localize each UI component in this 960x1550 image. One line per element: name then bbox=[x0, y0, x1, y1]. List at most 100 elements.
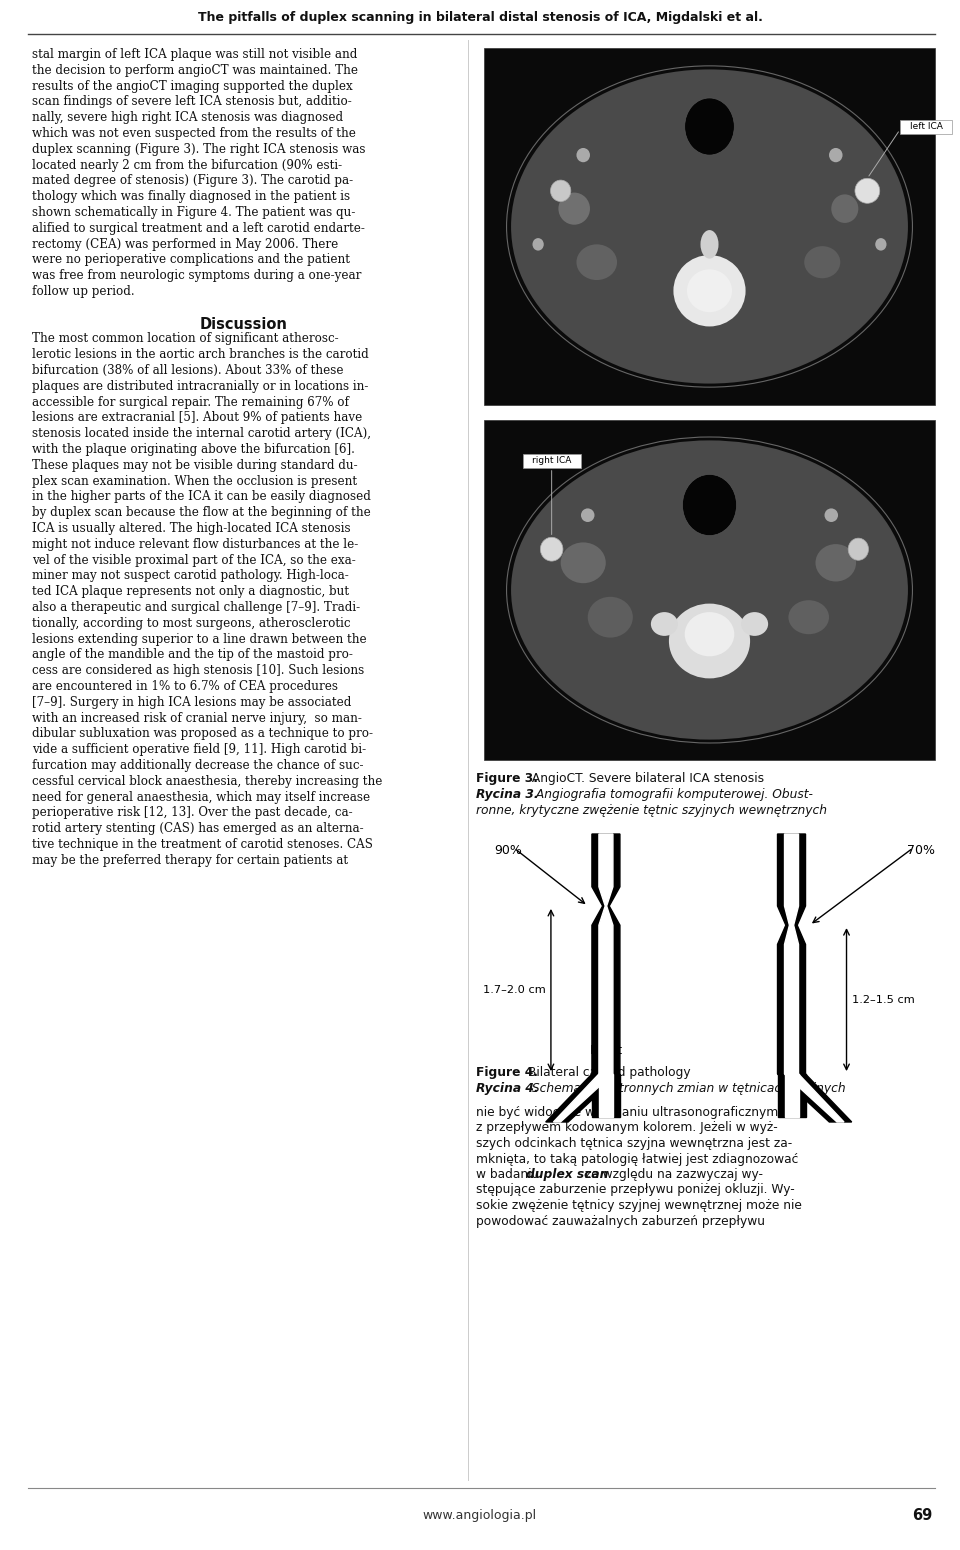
Text: accessible for surgical repair. The remaining 67% of: accessible for surgical repair. The rema… bbox=[32, 395, 349, 409]
Polygon shape bbox=[784, 834, 799, 1074]
Text: Discussion: Discussion bbox=[200, 316, 288, 332]
Text: left ICA: left ICA bbox=[909, 122, 943, 132]
Text: were no perioperative complications and the patient: were no perioperative complications and … bbox=[32, 253, 350, 267]
Ellipse shape bbox=[550, 180, 571, 202]
Ellipse shape bbox=[849, 538, 869, 560]
Bar bbox=[522, 454, 581, 468]
Text: Figure 3.: Figure 3. bbox=[476, 772, 538, 784]
Ellipse shape bbox=[804, 246, 840, 279]
Text: may be the preferred therapy for certain patients at: may be the preferred therapy for certain… bbox=[32, 854, 348, 866]
Text: stępujące zaburzenie przepływu poniżej okluzji. Wy-: stępujące zaburzenie przepływu poniżej o… bbox=[476, 1184, 795, 1197]
Text: miner may not suspect carotid pathology. High-loca-: miner may not suspect carotid pathology.… bbox=[32, 569, 348, 583]
Ellipse shape bbox=[855, 178, 879, 203]
Bar bbox=[900, 119, 952, 133]
Ellipse shape bbox=[831, 194, 858, 223]
Text: nie być widoczne w badaniu ultrasonograficznym: nie być widoczne w badaniu ultrasonograf… bbox=[476, 1107, 779, 1119]
Ellipse shape bbox=[687, 270, 732, 312]
Ellipse shape bbox=[741, 612, 768, 635]
Text: The most common location of significant atherosc-: The most common location of significant … bbox=[32, 332, 339, 346]
Ellipse shape bbox=[581, 508, 594, 522]
Text: szych odcinkach tętnica szyjna wewnętrzna jest za-: szych odcinkach tętnica szyjna wewnętrzn… bbox=[476, 1138, 792, 1150]
Text: 70%: 70% bbox=[907, 845, 935, 857]
Text: nally, severe high right ICA stenosis was diagnosed: nally, severe high right ICA stenosis wa… bbox=[32, 112, 343, 124]
Text: Bilateral carotid pathology: Bilateral carotid pathology bbox=[524, 1066, 690, 1079]
Text: Angiografia tomografii komputerowej. Obust-: Angiografia tomografii komputerowej. Obu… bbox=[532, 787, 813, 801]
Text: might not induce relevant flow disturbances at the le-: might not induce relevant flow disturban… bbox=[32, 538, 358, 550]
Text: scan findings of severe left ICA stenosis but, additio-: scan findings of severe left ICA stenosi… bbox=[32, 96, 351, 108]
Text: The pitfalls of duplex scanning in bilateral distal stenosis of ICA, Migdalski e: The pitfalls of duplex scanning in bilat… bbox=[198, 11, 762, 23]
Ellipse shape bbox=[825, 508, 838, 522]
Text: was free from neurologic symptoms during a one-year: was free from neurologic symptoms during… bbox=[32, 270, 361, 282]
Polygon shape bbox=[592, 1074, 620, 1118]
Text: ronne, krytyczne zwężenie tętnic szyjnych wewnętrznych: ronne, krytyczne zwężenie tętnic szyjnyc… bbox=[476, 804, 827, 817]
Text: tionally, according to most surgeons, atherosclerotic: tionally, according to most surgeons, at… bbox=[32, 617, 350, 629]
Text: 69: 69 bbox=[912, 1508, 932, 1522]
Ellipse shape bbox=[788, 600, 829, 634]
Text: Left: Left bbox=[780, 1045, 804, 1057]
Polygon shape bbox=[784, 1074, 844, 1122]
Text: powodować zauważalnych zaburzeń przepływu: powodować zauważalnych zaburzeń przepływ… bbox=[476, 1215, 765, 1228]
Text: Right: Right bbox=[589, 1045, 622, 1057]
Text: perioperative risk [12, 13]. Over the past decade, ca-: perioperative risk [12, 13]. Over the pa… bbox=[32, 806, 352, 820]
Text: located nearly 2 cm from the bifurcation (90% esti-: located nearly 2 cm from the bifurcation… bbox=[32, 158, 342, 172]
Ellipse shape bbox=[701, 229, 718, 259]
Ellipse shape bbox=[829, 147, 843, 163]
Text: mated degree of stenosis) (Figure 3). The carotid pa-: mated degree of stenosis) (Figure 3). Th… bbox=[32, 175, 353, 188]
Text: [7–9]. Surgery in high ICA lesions may be associated: [7–9]. Surgery in high ICA lesions may b… bbox=[32, 696, 351, 708]
Text: These plaques may not be visible during standard du-: These plaques may not be visible during … bbox=[32, 459, 358, 471]
Text: are encountered in 1% to 6.7% of CEA procedures: are encountered in 1% to 6.7% of CEA pro… bbox=[32, 680, 338, 693]
Text: mknięta, to taką patologię łatwiej jest zdiagnozować: mknięta, to taką patologię łatwiej jest … bbox=[476, 1153, 799, 1166]
Ellipse shape bbox=[673, 256, 746, 327]
Ellipse shape bbox=[651, 612, 678, 635]
Bar bbox=[484, 48, 935, 405]
Bar bbox=[484, 420, 935, 760]
Text: vide a sufficient operative field [9, 11]. High carotid bi-: vide a sufficient operative field [9, 11… bbox=[32, 742, 366, 756]
Text: in the higher parts of the ICA it can be easily diagnosed: in the higher parts of the ICA it can be… bbox=[32, 490, 371, 504]
Polygon shape bbox=[553, 1074, 612, 1122]
Text: with the plaque originating above the bifurcation [6].: with the plaque originating above the bi… bbox=[32, 443, 355, 456]
Text: alified to surgical treatment and a left carotid endarte-: alified to surgical treatment and a left… bbox=[32, 222, 365, 234]
Text: the decision to perform angioCT was maintained. The: the decision to perform angioCT was main… bbox=[32, 64, 358, 78]
Ellipse shape bbox=[876, 239, 886, 251]
Text: thology which was finally diagnosed in the patient is: thology which was finally diagnosed in t… bbox=[32, 191, 350, 203]
Ellipse shape bbox=[511, 440, 908, 739]
Text: sokie zwężenie tętnicy szyjnej wewnętrznej może nie: sokie zwężenie tętnicy szyjnej wewnętrzn… bbox=[476, 1200, 802, 1212]
Ellipse shape bbox=[540, 538, 563, 561]
Text: www.angiologia.pl: www.angiologia.pl bbox=[423, 1508, 537, 1522]
Text: which was not even suspected from the results of the: which was not even suspected from the re… bbox=[32, 127, 356, 140]
Ellipse shape bbox=[683, 474, 736, 536]
Text: lesions extending superior to a line drawn between the: lesions extending superior to a line dra… bbox=[32, 632, 367, 646]
Text: 1.7–2.0 cm: 1.7–2.0 cm bbox=[483, 984, 546, 995]
Text: stal margin of left ICA plaque was still not visible and: stal margin of left ICA plaque was still… bbox=[32, 48, 357, 60]
Text: lesions are extracranial [5]. About 9% of patients have: lesions are extracranial [5]. About 9% o… bbox=[32, 411, 362, 425]
Ellipse shape bbox=[533, 239, 543, 251]
Ellipse shape bbox=[588, 597, 633, 637]
Text: vel of the visible proximal part of the ICA, so the exa-: vel of the visible proximal part of the … bbox=[32, 553, 356, 567]
Text: cessful cervical block anaesthesia, thereby increasing the: cessful cervical block anaesthesia, ther… bbox=[32, 775, 382, 787]
Text: lerotic lesions in the aortic arch branches is the carotid: lerotic lesions in the aortic arch branc… bbox=[32, 349, 369, 361]
Text: with an increased risk of cranial nerve injury,  so man-: with an increased risk of cranial nerve … bbox=[32, 711, 362, 724]
Text: Rycina 4.: Rycina 4. bbox=[476, 1082, 539, 1094]
Text: angle of the mandible and the tip of the mastoid pro-: angle of the mandible and the tip of the… bbox=[32, 648, 353, 662]
Ellipse shape bbox=[559, 192, 590, 225]
Polygon shape bbox=[778, 1074, 805, 1118]
Polygon shape bbox=[784, 1074, 799, 1118]
Ellipse shape bbox=[815, 544, 856, 581]
Text: shown schematically in Figure 4. The patient was qu-: shown schematically in Figure 4. The pat… bbox=[32, 206, 355, 219]
Polygon shape bbox=[592, 834, 620, 1074]
Text: by duplex scan because the flow at the beginning of the: by duplex scan because the flow at the b… bbox=[32, 507, 371, 519]
Text: 90%: 90% bbox=[494, 845, 522, 857]
Polygon shape bbox=[545, 1074, 620, 1122]
Ellipse shape bbox=[669, 603, 750, 679]
Text: Schemat obustronnych zmian w tętnicach szyjnych: Schemat obustronnych zmian w tętnicach s… bbox=[528, 1082, 846, 1094]
Text: AngioCT. Severe bilateral ICA stenosis: AngioCT. Severe bilateral ICA stenosis bbox=[528, 772, 764, 784]
Text: bifurcation (38% of all lesions). About 33% of these: bifurcation (38% of all lesions). About … bbox=[32, 364, 344, 377]
Text: results of the angioCT imaging supported the duplex: results of the angioCT imaging supported… bbox=[32, 79, 352, 93]
Ellipse shape bbox=[576, 245, 617, 281]
Ellipse shape bbox=[511, 70, 908, 383]
Polygon shape bbox=[599, 834, 612, 1074]
Text: plaques are distributed intracranially or in locations in-: plaques are distributed intracranially o… bbox=[32, 380, 369, 392]
Polygon shape bbox=[599, 1074, 612, 1118]
Text: dibular subluxation was proposed as a technique to pro-: dibular subluxation was proposed as a te… bbox=[32, 727, 373, 741]
Polygon shape bbox=[778, 1074, 852, 1122]
